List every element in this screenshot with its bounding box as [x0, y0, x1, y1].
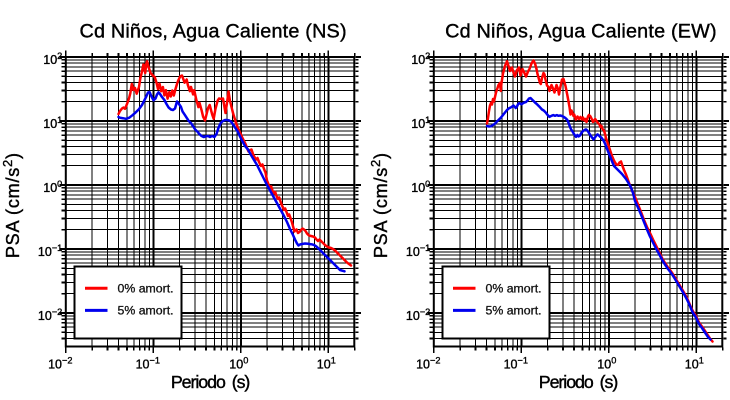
svg-text:Periodo (s): Periodo (s) — [171, 372, 250, 392]
svg-text:101: 101 — [411, 115, 430, 131]
svg-text:PSA (cm/s2): PSA (cm/s2) — [368, 152, 391, 258]
svg-text:5% amort.: 5% amort. — [118, 304, 174, 318]
svg-text:Cd Niños, Agua Caliente (EW): Cd Niños, Agua Caliente (EW) — [445, 21, 717, 43]
svg-text:Periodo (s): Periodo (s) — [539, 372, 618, 392]
svg-text:0% amort.: 0% amort. — [486, 282, 542, 296]
svg-text:5% amort.: 5% amort. — [486, 304, 542, 318]
svg-text:Cd Niños, Agua Caliente (NS): Cd Niños, Agua Caliente (NS) — [79, 21, 346, 43]
svg-text:PSA (cm/s2): PSA (cm/s2) — [0, 152, 23, 258]
svg-text:0% amort.: 0% amort. — [118, 282, 174, 296]
